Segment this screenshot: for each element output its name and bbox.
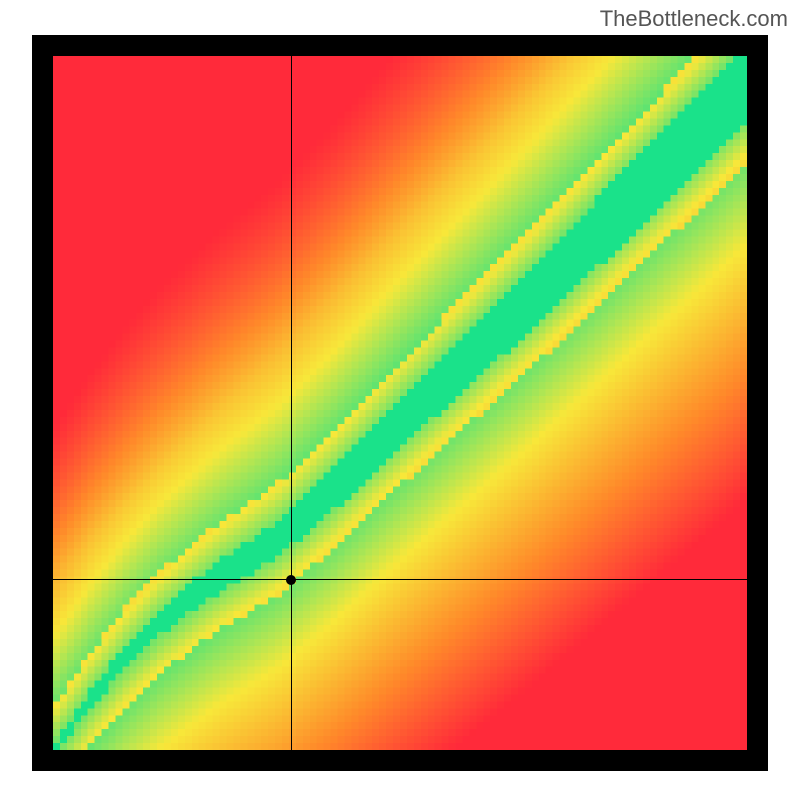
chart-container: TheBottleneck.com: [0, 0, 800, 800]
crosshair-horizontal: [32, 579, 768, 580]
crosshair-marker: [286, 575, 296, 585]
watermark-text: TheBottleneck.com: [600, 6, 788, 32]
crosshair-vertical: [291, 35, 292, 771]
heatmap-canvas: [53, 56, 747, 750]
